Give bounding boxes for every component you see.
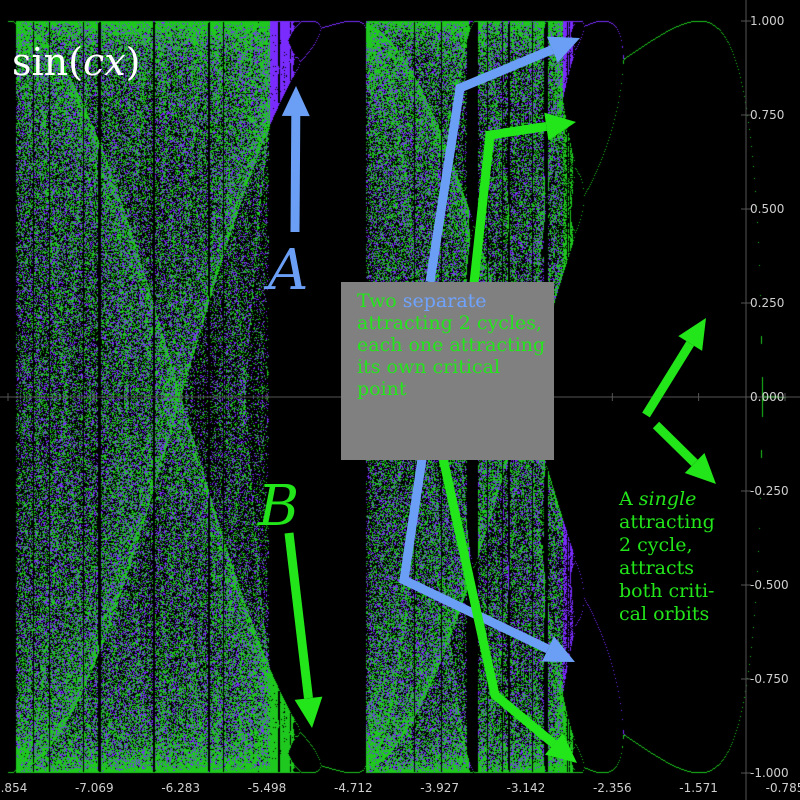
x-tick-label: -0.785 [766,781,800,795]
tick-labels: 1.000 0.750 0.500 0.250 0.000 -0.250 -0.500 -0.… [0,14,800,795]
arrow-a [281,86,310,233]
title-var: cx [82,40,126,84]
y-tick-label: 1.000 [750,14,784,28]
arrow-blue-lower [399,431,575,662]
y-tick-label: 0.000 [750,390,784,404]
x-tick-label: -2.356 [593,781,632,795]
arrow-single-upper [642,318,706,418]
annotation-part1: Two [357,290,403,312]
label-a: A [268,238,309,303]
label-b: B [258,474,300,539]
arrow-green-upper [468,112,576,293]
side-line-1-prefix: A [619,488,639,510]
x-tick-label: -3.927 [420,781,459,795]
arrow-blue-upper [425,36,580,283]
y-tick-label: 0.500 [750,202,784,216]
y-tick-label: -0.500 [750,578,789,592]
x-tick-label: -3.142 [507,781,546,795]
y-tick-label: -1.000 [750,766,789,780]
annotation-part2: attracting 2 cycles, each one attracting… [357,312,546,400]
arrow-green-lower [431,425,577,763]
title-fn: sin( [12,40,83,84]
x-tick-label: -7.069 [75,781,114,795]
x-tick-label: -6.283 [161,781,200,795]
y-tick-label: 0.750 [750,108,784,122]
annotation-text: Two separate attracting 2 cycles, each o… [357,290,547,400]
arrow-b [284,532,323,728]
annotation-arrows [281,36,716,763]
y-tick-label: -0.250 [750,484,789,498]
side-line-1: A single [619,488,729,511]
side-line-1-em: single [638,488,697,510]
x-tick-label: -4.712 [334,781,373,795]
x-tick-label: -5.498 [248,781,287,795]
y-tick-label: -0.750 [750,672,789,686]
y-tick-label: 0.250 [750,296,784,310]
x-tick-label: -1.571 [679,781,718,795]
side-line-5: both criti- [619,580,715,602]
side-line-3: 2 cycle, [619,534,693,556]
side-line-2: attracting [619,511,715,533]
side-line-6: cal orbits [619,603,710,625]
annotation-highlight: separate [402,290,487,312]
function-title: sin(cx) [12,40,141,84]
title-close: ) [125,40,141,84]
annotation-box: Two separate attracting 2 cycles, each o… [341,282,554,460]
side-line-4: attracts [619,557,695,579]
side-annotation: A single attracting 2 cycle, attracts bo… [619,488,729,626]
x-tick-label: -7.854 [0,781,27,795]
arrow-single-lower [652,421,716,484]
